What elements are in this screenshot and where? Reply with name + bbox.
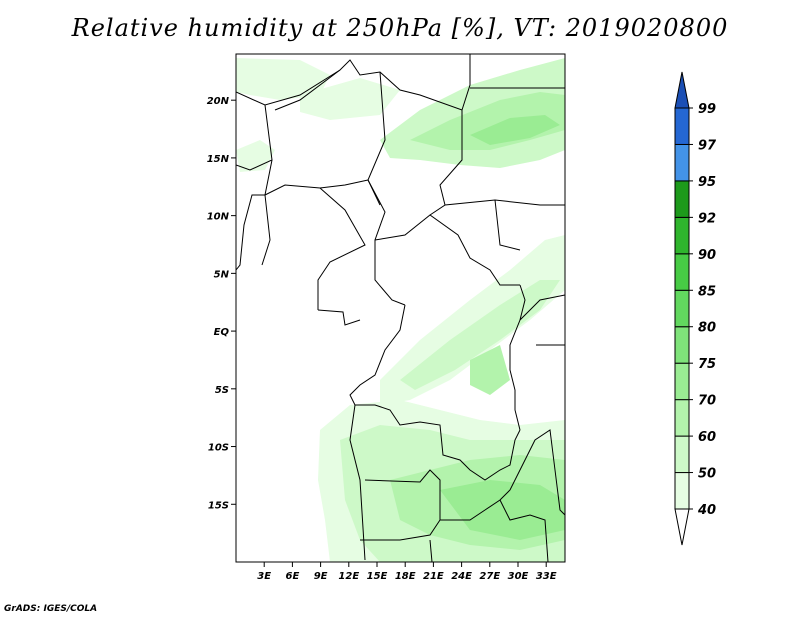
lon-tick-label: 24E — [451, 571, 472, 582]
lat-tick-label: 15N — [207, 154, 230, 165]
humidity-shading — [236, 58, 565, 562]
colorbar-level-label: 95 — [698, 175, 716, 190]
latitude-axis: 20N 15N 10N 5N EQ 5S 10S 15S — [207, 96, 236, 511]
colorbar-segment — [674, 326, 690, 364]
colorbar: 40 50 60 70 75 80 85 90 92 95 97 99 — [674, 71, 717, 546]
grads-credit: GrADS: IGES/COLA — [4, 604, 98, 614]
colorbar-segment — [674, 472, 690, 510]
colorbar-level-label: 60 — [698, 430, 716, 445]
country-borders — [236, 54, 565, 562]
colorbar-segment — [674, 399, 690, 437]
colorbar-segment — [674, 362, 690, 401]
lon-tick-label: 30E — [508, 571, 529, 582]
colorbar-level-label: 75 — [698, 357, 716, 372]
lon-tick-label: 15E — [367, 571, 388, 582]
colorbar-level-label: 97 — [698, 138, 717, 153]
colorbar-bottom-triangle — [674, 508, 690, 546]
lon-tick-label: 3E — [257, 571, 271, 582]
lat-tick-label: 15S — [208, 500, 229, 511]
lon-tick-label: 21E — [423, 571, 444, 582]
lon-tick-label: 9E — [314, 571, 328, 582]
lat-tick-label: 10S — [208, 443, 229, 454]
colorbar-segment — [674, 253, 690, 291]
colorbar-level-label: 99 — [698, 102, 716, 117]
lon-tick-label: 12E — [338, 571, 359, 582]
longitude-axis: 3E 6E 9E 12E 15E 18E 21E 24E 27E 30E 33E — [257, 562, 557, 582]
colorbar-level-label: 80 — [698, 321, 716, 336]
lat-tick-label: 20N — [207, 96, 230, 107]
colorbar-level-label: 50 — [698, 467, 716, 482]
colorbar-level-label: 85 — [698, 284, 716, 299]
lat-tick-label: 5N — [214, 269, 230, 280]
chart-title: Relative humidity at 250hPa [%], VT: 201… — [71, 14, 729, 42]
lon-tick-label: 18E — [395, 571, 416, 582]
lat-tick-label: 5S — [215, 385, 229, 396]
colorbar-segment — [674, 289, 690, 328]
colorbar-level-label: 90 — [698, 248, 716, 263]
lon-tick-label: 6E — [286, 571, 300, 582]
colorbar-segment — [674, 143, 690, 182]
lat-tick-label: EQ — [214, 327, 230, 338]
colorbar-level-label: 92 — [698, 211, 716, 226]
colorbar-segment — [674, 107, 690, 145]
colorbar-segment — [674, 180, 690, 218]
lon-tick-label: 27E — [479, 571, 500, 582]
colorbar-segment — [674, 435, 690, 474]
colorbar-segment — [674, 216, 690, 255]
lon-tick-label: 33E — [536, 571, 557, 582]
lat-tick-label: 10N — [207, 212, 230, 223]
colorbar-level-label: 70 — [698, 394, 716, 409]
colorbar-level-label: 40 — [697, 503, 716, 518]
map-frame — [235, 53, 566, 563]
colorbar-top-triangle — [674, 71, 690, 109]
